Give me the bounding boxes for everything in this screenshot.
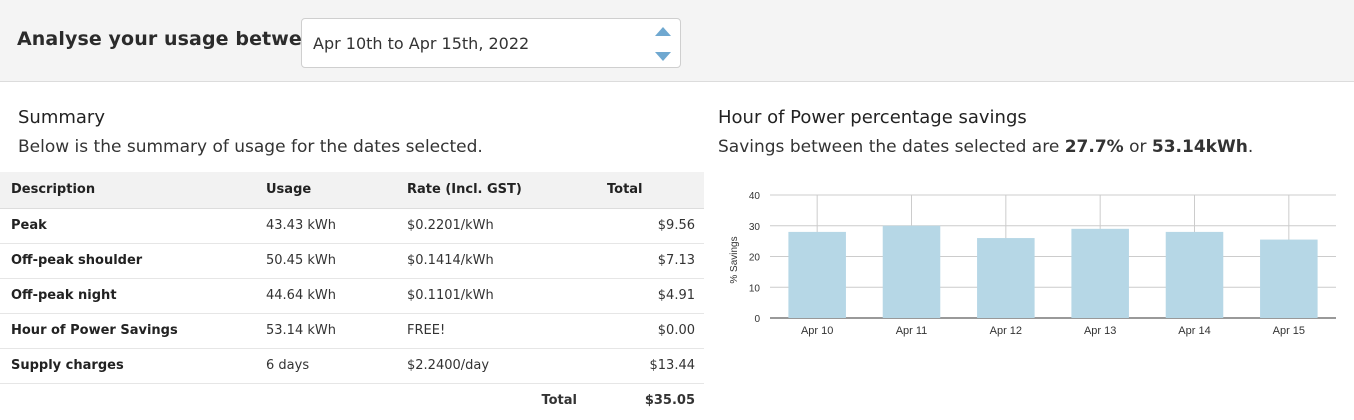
bar-apr-12[interactable] (977, 238, 1035, 318)
table-row: Off-peak shoulder 50.45 kWh $0.1414/kWh … (0, 243, 704, 279)
x-tick-label: Apr 11 (896, 325, 928, 337)
col-usage: Usage (266, 172, 407, 209)
row-description: Supply charges (0, 348, 266, 384)
bar-apr-14[interactable] (1165, 231, 1224, 318)
col-total: Total (607, 172, 704, 209)
row-rate: $0.1101/kWh (407, 278, 607, 314)
col-rate: Rate (Incl. GST) (407, 172, 607, 209)
y-tick-label: 0 (754, 314, 760, 325)
row-description: Peak (0, 208, 266, 244)
table-row: Off-peak night 44.64 kWh $0.1101/kWh $4.… (0, 278, 704, 314)
row-description: Off-peak night (0, 278, 266, 314)
row-rate: $0.2201/kWh (407, 208, 607, 244)
table-total-row: Total $35.05 (0, 383, 704, 417)
usage-table: Description Usage Rate (Incl. GST) Total… (0, 172, 704, 417)
content-panel: Summary Below is the summary of usage fo… (0, 82, 1354, 420)
row-usage: 44.64 kWh (266, 278, 407, 314)
y-tick-label: 20 (749, 253, 761, 264)
x-tick-label: Apr 14 (1178, 325, 1210, 337)
row-total: $13.44 (607, 348, 704, 384)
y-tick-label: 10 (749, 283, 761, 294)
row-total: $4.91 (607, 278, 704, 314)
col-description: Description (0, 172, 266, 209)
table-row: Supply charges 6 days $2.2400/day $13.44 (0, 348, 704, 384)
x-tick-label: Apr 15 (1273, 325, 1305, 337)
x-tick-label: Apr 10 (801, 325, 833, 337)
table-row: Hour of Power Savings 53.14 kWh FREE! $0… (0, 313, 704, 349)
bar-apr-10[interactable] (788, 231, 846, 318)
date-range-label: Analyse your usage between (17, 28, 329, 50)
y-axis-label: % Savings (729, 236, 740, 283)
y-tick-label: 30 (749, 222, 761, 233)
chevron-up-icon[interactable] (655, 27, 671, 36)
hop-subtitle-mid: or (1123, 137, 1152, 157)
x-tick-label: Apr 13 (1084, 325, 1116, 337)
row-total: $7.13 (607, 243, 704, 279)
bar-apr-11[interactable] (882, 225, 941, 318)
row-usage: 50.45 kWh (266, 243, 407, 279)
chart-y-ticks: 0 10 20 30 40 (749, 191, 761, 325)
hop-title: Hour of Power percentage savings (718, 107, 1027, 128)
table-row: Peak 43.43 kWh $0.2201/kWh $9.56 (0, 208, 704, 244)
row-rate: $2.2400/day (407, 348, 607, 384)
summary-subtitle: Below is the summary of usage for the da… (18, 137, 483, 157)
row-description: Off-peak shoulder (0, 243, 266, 279)
row-rate: $0.1414/kWh (407, 243, 607, 279)
bar-apr-13[interactable] (1071, 228, 1129, 318)
chart-grid (770, 194, 1336, 319)
y-tick-label: 40 (749, 191, 761, 202)
row-rate: FREE! (407, 313, 607, 349)
chart-bars (788, 225, 1318, 318)
date-range-value: Apr 10th to Apr 15th, 2022 (313, 34, 530, 53)
x-tick-label: Apr 12 (990, 325, 1022, 337)
hop-subtitle-end: . (1247, 137, 1254, 157)
row-usage: 53.14 kWh (266, 313, 407, 349)
row-total: $0.00 (607, 313, 704, 349)
row-description: Hour of Power Savings (0, 313, 266, 349)
hop-kwh: 53.14kWh (1151, 137, 1248, 157)
row-total: $9.56 (607, 208, 704, 244)
hop-subtitle: Savings between the dates selected are 2… (718, 137, 1253, 157)
bar-apr-15[interactable] (1260, 239, 1318, 318)
total-label: Total (541, 392, 577, 408)
savings-bar-chart: 0 10 20 30 40 Apr 10 Apr 11 Apr 12 Apr 13 Apr 14… (729, 191, 1336, 337)
row-usage: 43.43 kWh (266, 208, 407, 244)
total-value: $35.05 (644, 392, 695, 408)
chevron-down-icon[interactable] (655, 52, 671, 61)
hop-percent: 27.7% (1064, 137, 1124, 157)
row-usage: 6 days (266, 348, 407, 384)
top-bar: Analyse your usage between Apr 10th to A… (0, 0, 1354, 82)
select-arrows[interactable] (654, 25, 672, 63)
hop-subtitle-prefix: Savings between the dates selected are (718, 137, 1065, 157)
date-range-select[interactable]: Apr 10th to Apr 15th, 2022 (301, 18, 681, 68)
chart-x-ticks: Apr 10 Apr 11 Apr 12 Apr 13 Apr 14 Apr 15 (801, 325, 1305, 337)
table-header-row: Description Usage Rate (Incl. GST) Total (0, 172, 704, 209)
summary-title: Summary (18, 107, 105, 128)
